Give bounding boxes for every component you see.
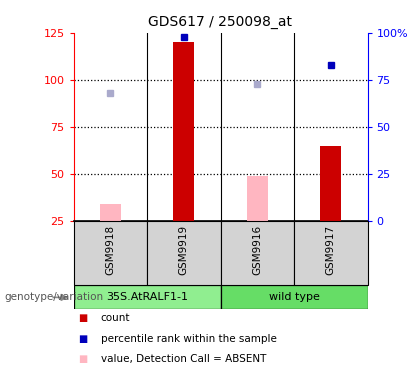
Text: genotype/variation: genotype/variation <box>4 292 103 302</box>
Text: GSM9916: GSM9916 <box>252 225 262 275</box>
Text: percentile rank within the sample: percentile rank within the sample <box>101 333 277 344</box>
Bar <box>74 221 147 285</box>
Bar <box>147 221 220 285</box>
Title: GDS617 / 250098_at: GDS617 / 250098_at <box>149 15 292 29</box>
Bar <box>294 221 368 285</box>
Bar <box>220 221 294 285</box>
Text: GSM9917: GSM9917 <box>326 225 336 275</box>
Bar <box>247 176 268 221</box>
Text: value, Detection Call = ABSENT: value, Detection Call = ABSENT <box>101 354 266 364</box>
Bar <box>173 42 194 221</box>
Text: ■: ■ <box>78 333 87 344</box>
Text: ■: ■ <box>78 313 87 324</box>
Text: ■: ■ <box>78 354 87 364</box>
Text: wild type: wild type <box>268 292 320 302</box>
Bar <box>220 285 368 309</box>
Bar <box>74 285 220 309</box>
Bar <box>320 146 341 221</box>
Bar <box>100 205 121 221</box>
Text: GSM9918: GSM9918 <box>105 225 115 275</box>
Text: 35S.AtRALF1-1: 35S.AtRALF1-1 <box>106 292 188 302</box>
Text: count: count <box>101 313 130 324</box>
Text: GSM9919: GSM9919 <box>179 225 189 275</box>
